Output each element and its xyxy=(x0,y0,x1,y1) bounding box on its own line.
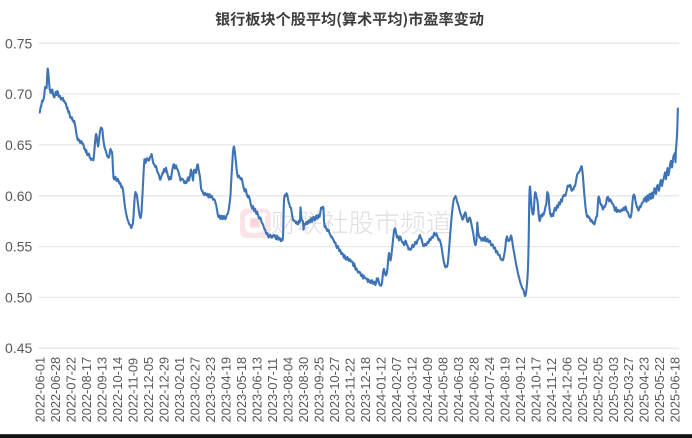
svg-text:2025-01-02: 2025-01-02 xyxy=(575,357,590,422)
svg-text:2025-03-27: 2025-03-27 xyxy=(621,357,636,422)
svg-text:2024-08-19: 2024-08-19 xyxy=(497,357,512,422)
svg-text:0.65: 0.65 xyxy=(5,137,32,153)
svg-text:2023-02-27: 2023-02-27 xyxy=(188,357,203,422)
svg-text:2024-03-12: 2024-03-12 xyxy=(404,357,419,422)
svg-text:2022-12-29: 2022-12-29 xyxy=(157,357,172,422)
svg-text:2022-07-22: 2022-07-22 xyxy=(64,357,79,422)
svg-text:2023-02-01: 2023-02-01 xyxy=(172,357,187,422)
svg-text:2023-03-23: 2023-03-23 xyxy=(203,357,218,422)
svg-text:2022-11-09: 2022-11-09 xyxy=(126,358,141,423)
svg-text:0.75: 0.75 xyxy=(5,35,32,51)
svg-text:2023-05-18: 2023-05-18 xyxy=(234,357,249,422)
svg-text:2022-09-13: 2022-09-13 xyxy=(95,357,110,422)
svg-text:2025-05-22: 2025-05-22 xyxy=(652,357,667,422)
svg-text:0.55: 0.55 xyxy=(5,239,32,255)
svg-text:2023-09-25: 2023-09-25 xyxy=(311,357,326,422)
svg-text:2023-06-13: 2023-06-13 xyxy=(250,357,265,422)
svg-text:2024-05-08: 2024-05-08 xyxy=(435,357,450,422)
svg-text:0.70: 0.70 xyxy=(5,86,32,102)
svg-text:0.50: 0.50 xyxy=(5,289,32,305)
svg-text:2024-02-07: 2024-02-07 xyxy=(389,357,404,422)
svg-text:2025-06-18: 2025-06-18 xyxy=(668,357,683,422)
svg-text:2024-04-09: 2024-04-09 xyxy=(420,357,435,422)
svg-text:2024-09-12: 2024-09-12 xyxy=(513,357,528,422)
svg-text:2023-12-18: 2023-12-18 xyxy=(358,357,373,422)
svg-text:2024-01-12: 2024-01-12 xyxy=(373,357,388,422)
svg-text:2023-08-04: 2023-08-04 xyxy=(281,357,296,422)
svg-text:2025-03-03: 2025-03-03 xyxy=(606,357,621,422)
svg-text:2025-02-05: 2025-02-05 xyxy=(590,357,605,422)
svg-text:2022-08-17: 2022-08-17 xyxy=(79,357,94,422)
svg-text:2024-10-17: 2024-10-17 xyxy=(528,357,543,422)
svg-text:2023-04-19: 2023-04-19 xyxy=(219,357,234,422)
svg-text:2025-04-23: 2025-04-23 xyxy=(637,357,652,422)
svg-text:2024-06-03: 2024-06-03 xyxy=(451,357,466,422)
svg-text:2024-07-24: 2024-07-24 xyxy=(482,357,497,422)
svg-text:2024-12-06: 2024-12-06 xyxy=(559,357,574,422)
svg-text:2022-06-01: 2022-06-01 xyxy=(33,357,48,422)
svg-text:2022-06-28: 2022-06-28 xyxy=(48,357,63,422)
svg-text:2023-10-27: 2023-10-27 xyxy=(327,357,342,422)
svg-text:2024-06-28: 2024-06-28 xyxy=(466,357,481,422)
svg-text:2023-11-22: 2023-11-22 xyxy=(342,358,357,423)
svg-text:2023-08-30: 2023-08-30 xyxy=(296,357,311,422)
svg-text:2024-11-12: 2024-11-12 xyxy=(544,358,559,423)
svg-text:0.60: 0.60 xyxy=(5,188,32,204)
svg-text:2022-10-14: 2022-10-14 xyxy=(110,357,125,422)
svg-text:2023-07-11: 2023-07-11 xyxy=(265,358,280,423)
svg-text:2022-12-05: 2022-12-05 xyxy=(141,357,156,422)
svg-text:0.45: 0.45 xyxy=(5,340,32,356)
